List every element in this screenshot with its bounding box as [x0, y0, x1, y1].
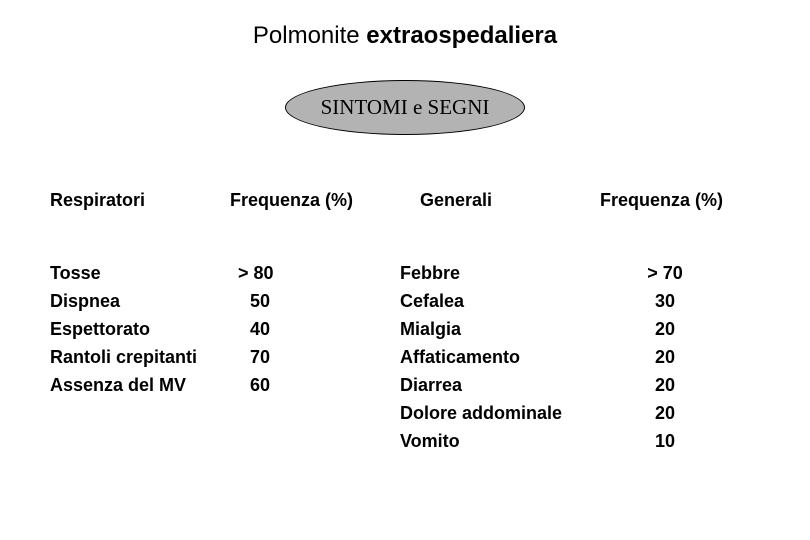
header-respiratori: Respiratori	[50, 190, 230, 211]
symptom-cell: Affaticamento	[400, 343, 600, 371]
symptom-cell: Diarrea	[400, 371, 600, 399]
symptom-cell: Dispnea	[50, 287, 230, 315]
freq-cell: 40	[230, 315, 400, 343]
symptom-cell: Cefalea	[400, 287, 600, 315]
symptom-cell: Rantoli crepitanti	[50, 343, 230, 371]
freq-cell: 30	[600, 287, 760, 315]
page-title: Polmonite extraospedaliera	[0, 0, 810, 50]
table-body: Tosse Dispnea Espettorato Rantoli crepit…	[50, 259, 760, 455]
symptom-cell: Febbre	[400, 259, 600, 287]
freq-cell: 60	[230, 371, 400, 399]
header-generali: Generali	[400, 190, 600, 211]
freq-cell: > 70	[600, 259, 760, 287]
title-part2: extraospedaliera	[366, 22, 557, 49]
respiratory-symptoms-col: Tosse Dispnea Espettorato Rantoli crepit…	[50, 259, 230, 455]
freq-cell: 70	[230, 343, 400, 371]
symptom-cell: Dolore addominale	[400, 399, 600, 427]
freq-cell: 20	[600, 315, 760, 343]
freq-cell: 50	[230, 287, 400, 315]
symptom-cell: Mialgia	[400, 315, 600, 343]
freq-cell: > 80	[230, 259, 400, 287]
header-frequenza-2: Frequenza (%)	[600, 190, 760, 211]
symptom-cell: Tosse	[50, 259, 230, 287]
general-symptoms-col: Febbre Cefalea Mialgia Affaticamento Dia…	[400, 259, 600, 455]
title-part1: Polmonite	[253, 22, 366, 49]
table-headers: Respiratori Frequenza (%) Generali Frequ…	[50, 190, 760, 211]
freq-cell: 10	[600, 427, 760, 455]
symptom-cell: Assenza del MV	[50, 371, 230, 399]
freq-cell: 20	[600, 371, 760, 399]
freq-cell: 20	[600, 399, 760, 427]
general-freq-col: > 70 30 20 20 20 20 10	[600, 259, 760, 455]
freq-cell: 20	[600, 343, 760, 371]
symptom-cell: Vomito	[400, 427, 600, 455]
symptom-cell: Espettorato	[50, 315, 230, 343]
symptoms-table: Respiratori Frequenza (%) Generali Frequ…	[50, 190, 760, 455]
header-frequenza-1: Frequenza (%)	[230, 190, 400, 211]
respiratory-freq-col: > 80 50 40 70 60	[230, 259, 400, 455]
section-badge: SINTOMI e SEGNI	[285, 80, 525, 135]
badge-container: SINTOMI e SEGNI	[0, 80, 810, 135]
